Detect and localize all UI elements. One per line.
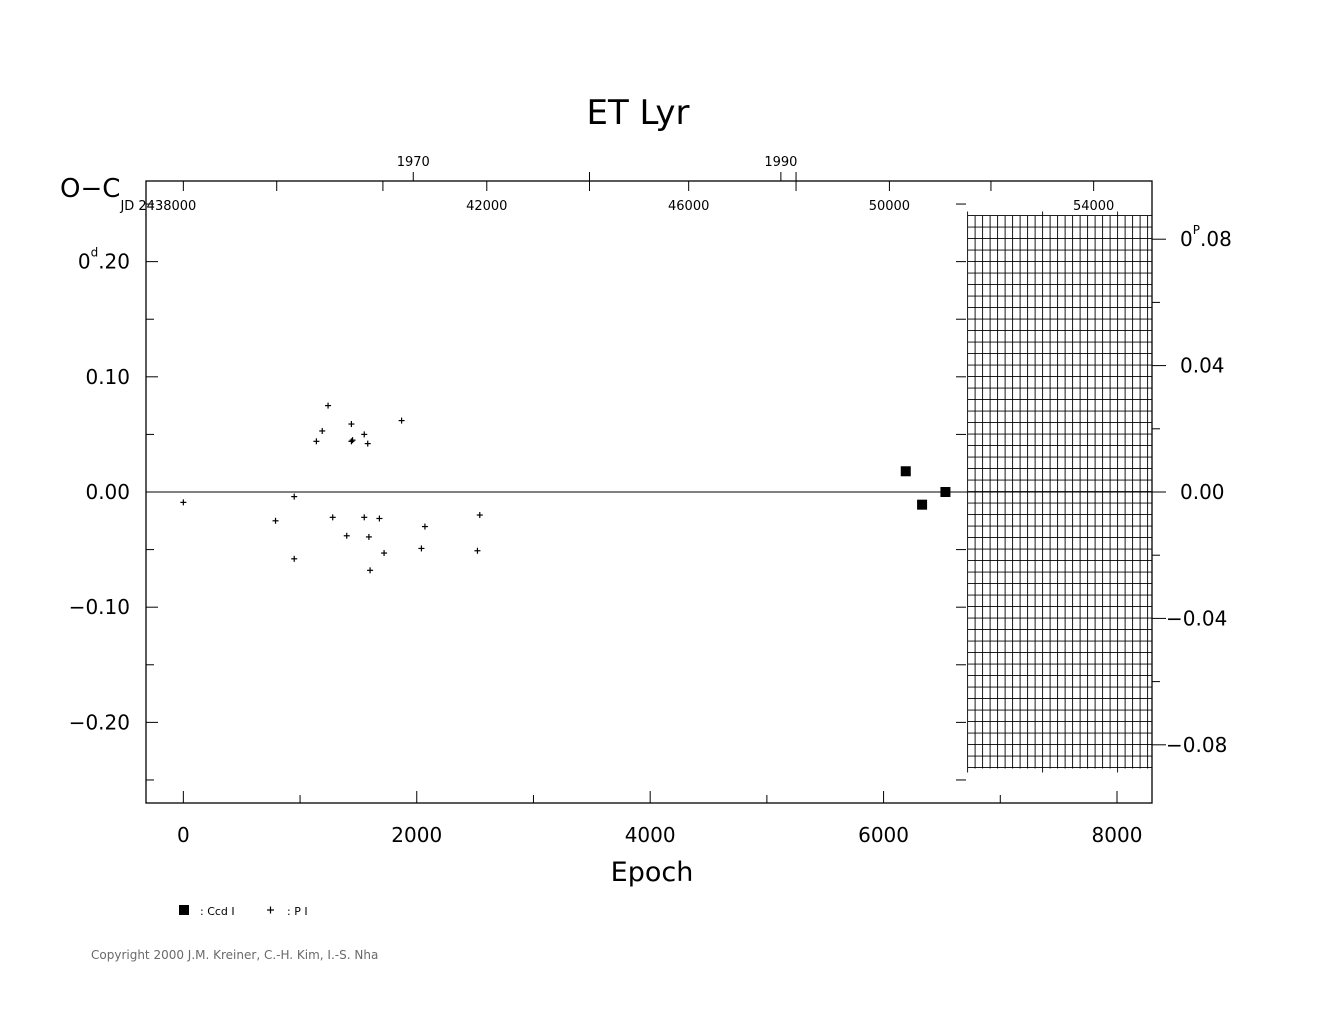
right-tick-label: 0.04 <box>1180 354 1225 378</box>
ccd-point <box>940 487 951 497</box>
ccd-point <box>917 499 928 510</box>
pi-point <box>291 555 298 562</box>
pi-point <box>376 515 383 522</box>
right-tick-label: −0.08 <box>1166 733 1227 757</box>
year-tick-label: 1990 <box>764 155 797 170</box>
pi-point <box>367 567 374 574</box>
right-tick-label: −0.04 <box>1166 606 1227 630</box>
chart-title: ET Lyr <box>587 93 690 133</box>
pi-point <box>361 514 368 521</box>
pi-point <box>291 493 298 500</box>
pi-point <box>319 427 326 434</box>
x-tick-label: 6000 <box>858 823 909 847</box>
left-axis: 0d.20 0.10 0.00 −0.10 −0.20 <box>69 203 158 781</box>
pi-point <box>349 437 356 444</box>
y-tick-label: 0d.20 <box>78 246 130 274</box>
bottom-axis: 0 2000 4000 6000 8000 <box>177 791 1142 847</box>
pi-point <box>329 514 336 521</box>
pi-point <box>361 431 368 438</box>
pi-point <box>180 499 187 506</box>
legend-ccd-label: : Ccd I <box>200 905 235 918</box>
pi-point <box>343 532 350 539</box>
pi-point <box>476 512 483 519</box>
pi-point <box>348 421 355 428</box>
right-phase-axis: 0P.08 0.04 0.00 −0.04 −0.08 <box>956 203 1232 781</box>
jd-tick-label: 54000 <box>1073 199 1114 214</box>
pi-point <box>325 402 332 409</box>
copyright: Copyright 2000 J.M. Kreiner, C.-H. Kim, … <box>91 948 379 962</box>
y-tick-label: −0.20 <box>69 710 130 734</box>
pi-point <box>381 550 388 557</box>
x-tick-label: 2000 <box>391 823 442 847</box>
right-tick-label: 0P.08 <box>1180 223 1232 251</box>
ccd-point <box>900 466 911 477</box>
pi-point <box>398 417 405 424</box>
pi-point <box>365 533 372 540</box>
y-tick-label: 0.10 <box>85 365 130 389</box>
pi-point <box>421 523 428 530</box>
pi-point <box>272 517 279 524</box>
y-tick-label: −0.10 <box>69 595 130 619</box>
legend-pi-label: : P I <box>287 905 308 918</box>
x-tick-label: 0 <box>177 823 190 847</box>
pi-point <box>364 440 371 447</box>
legend: : Ccd I : P I <box>179 905 308 918</box>
pi-point <box>348 438 355 445</box>
jd-tick-label: 42000 <box>466 199 507 214</box>
pi-point <box>474 547 481 554</box>
jd-tick-label: 50000 <box>869 199 910 214</box>
top-axis: 1970 1990 JD 2438000 42000 46000 50000 54000 <box>119 155 1114 214</box>
year-tick-label: 1970 <box>397 155 430 170</box>
legend-ccd-marker <box>179 905 189 915</box>
data-points <box>180 402 951 574</box>
y-tick-label: 0.00 <box>85 480 130 504</box>
pi-point <box>418 545 425 552</box>
jd-tick-label: 46000 <box>668 199 709 214</box>
right-tick-label: 0.00 <box>1180 480 1225 504</box>
y-axis-label: O−C <box>60 174 120 204</box>
jd-tick-label: JD 2438000 <box>119 199 196 214</box>
x-tick-label: 8000 <box>1092 823 1143 847</box>
x-axis-label: Epoch <box>611 857 694 888</box>
pi-point <box>313 438 320 445</box>
x-tick-label: 4000 <box>625 823 676 847</box>
